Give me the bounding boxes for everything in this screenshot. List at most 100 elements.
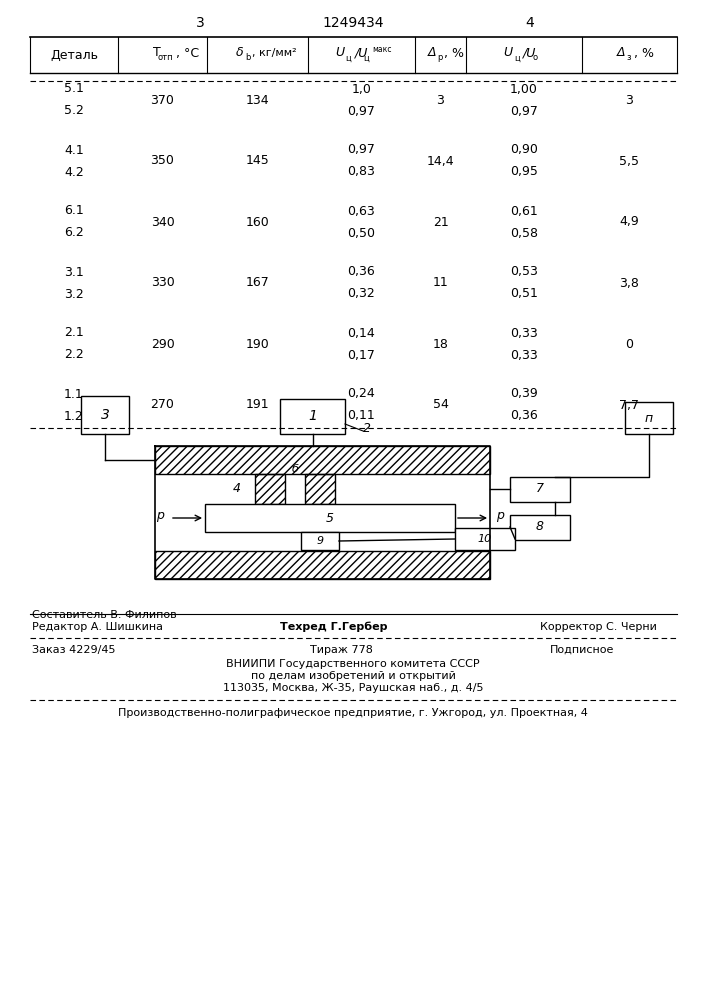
Text: 4: 4: [525, 16, 534, 30]
Text: макс: макс: [373, 44, 392, 53]
Text: 9: 9: [317, 536, 324, 546]
Text: 330: 330: [151, 276, 175, 290]
Text: 7,7: 7,7: [619, 398, 640, 412]
Text: Тираж 778: Тираж 778: [310, 645, 373, 655]
Text: 1249434: 1249434: [322, 16, 384, 30]
Text: 270: 270: [151, 398, 175, 412]
Bar: [81, 396, 129, 434]
Text: по делам изобретений и открытий: по делам изобретений и открытий: [250, 671, 455, 681]
Bar: [280, 399, 345, 434]
Text: 2.2: 2.2: [64, 349, 84, 361]
Text: 0,97: 0,97: [510, 104, 538, 117]
Text: 3: 3: [626, 94, 633, 106]
Text: 1.2: 1.2: [64, 410, 84, 422]
Text: 4,9: 4,9: [619, 216, 639, 229]
Text: 5.2: 5.2: [64, 104, 84, 117]
Text: , кг/мм²: , кг/мм²: [252, 48, 297, 58]
Text: 0,36: 0,36: [510, 410, 538, 422]
Text: 1,00: 1,00: [510, 83, 538, 96]
Text: 0,36: 0,36: [348, 265, 375, 278]
Text: 5: 5: [326, 512, 334, 524]
Text: , %: , %: [633, 46, 653, 60]
Text: 167: 167: [245, 276, 269, 290]
Text: 0,39: 0,39: [510, 387, 538, 400]
Text: Δ: Δ: [617, 46, 626, 60]
Text: 2.1: 2.1: [64, 326, 84, 340]
Text: Заказ 4229/45: Заказ 4229/45: [32, 645, 115, 655]
Text: 6.2: 6.2: [64, 227, 84, 239]
Bar: [455, 528, 515, 550]
Text: 0,83: 0,83: [348, 165, 375, 178]
Text: 134: 134: [246, 94, 269, 106]
Text: 0,17: 0,17: [348, 349, 375, 361]
Text: 0,90: 0,90: [510, 143, 538, 156]
Text: 3: 3: [100, 408, 110, 422]
Text: , °С: , °С: [177, 46, 199, 60]
Text: , %: , %: [445, 46, 464, 60]
Text: Δ: Δ: [428, 46, 437, 60]
Text: b: b: [245, 53, 250, 62]
Text: 5.1: 5.1: [64, 83, 84, 96]
Bar: [625, 402, 673, 434]
Text: Подписное: Подписное: [550, 645, 614, 655]
Text: 0,53: 0,53: [510, 265, 538, 278]
Text: ц: ц: [514, 53, 520, 62]
Text: ВНИИПИ Государственного комитета СССР: ВНИИПИ Государственного комитета СССР: [226, 659, 480, 669]
Text: U: U: [503, 46, 513, 60]
Text: о: о: [532, 53, 537, 62]
Text: 0,33: 0,33: [510, 326, 538, 340]
Text: 5,5: 5,5: [619, 154, 640, 167]
Text: 145: 145: [245, 154, 269, 167]
Text: отп: отп: [158, 53, 173, 62]
Text: 0,58: 0,58: [510, 227, 538, 239]
Text: 0,97: 0,97: [348, 104, 375, 117]
Text: 113035, Москва, Ж-35, Раушская наб., д. 4/5: 113035, Москва, Ж-35, Раушская наб., д. …: [223, 683, 484, 693]
Text: 190: 190: [245, 338, 269, 351]
Text: 290: 290: [151, 338, 175, 351]
Text: 0,14: 0,14: [348, 326, 375, 340]
Text: 8: 8: [536, 520, 544, 534]
Text: 18: 18: [433, 338, 448, 351]
Text: Техред Г.Гербер: Техред Г.Гербер: [280, 622, 387, 632]
Text: 4.2: 4.2: [64, 165, 84, 178]
Text: 7: 7: [536, 483, 544, 495]
Text: 191: 191: [246, 398, 269, 412]
Text: з: з: [626, 53, 631, 62]
Text: 2: 2: [363, 422, 371, 436]
Text: 0,24: 0,24: [348, 387, 375, 400]
Text: 3.2: 3.2: [64, 288, 84, 300]
Text: p: p: [156, 510, 164, 522]
Text: 3,8: 3,8: [619, 276, 639, 290]
Text: 160: 160: [245, 216, 269, 229]
Bar: [301, 532, 339, 550]
Text: п: п: [645, 412, 653, 424]
Text: 1.1: 1.1: [64, 387, 84, 400]
Text: 10: 10: [478, 534, 492, 544]
Text: 0,11: 0,11: [348, 410, 375, 422]
Text: 0: 0: [626, 338, 633, 351]
Text: 350: 350: [151, 154, 175, 167]
Text: 1: 1: [308, 410, 317, 424]
Text: Корректор С. Черни: Корректор С. Черни: [540, 622, 657, 632]
Text: Производственно-полиграфическое предприятие, г. Ужгород, ул. Проектная, 4: Производственно-полиграфическое предприя…: [118, 708, 588, 718]
Bar: [510, 514, 570, 540]
Text: /U: /U: [354, 46, 368, 60]
Text: 1,0: 1,0: [351, 83, 371, 96]
Text: Деталь: Деталь: [50, 48, 98, 62]
Text: 0,97: 0,97: [348, 143, 375, 156]
Text: 11: 11: [433, 276, 448, 290]
Text: U: U: [335, 46, 344, 60]
Text: 4.1: 4.1: [64, 143, 84, 156]
Text: T: T: [153, 46, 160, 60]
Text: 340: 340: [151, 216, 175, 229]
Text: 3.1: 3.1: [64, 265, 84, 278]
Text: δ: δ: [235, 46, 243, 60]
Text: 0,32: 0,32: [348, 288, 375, 300]
Text: 370: 370: [151, 94, 175, 106]
Bar: [205, 504, 455, 532]
Text: 0,50: 0,50: [348, 227, 375, 239]
Text: 3: 3: [436, 94, 445, 106]
Text: 0,33: 0,33: [510, 349, 538, 361]
Text: б: б: [291, 464, 298, 474]
Text: 54: 54: [433, 398, 448, 412]
